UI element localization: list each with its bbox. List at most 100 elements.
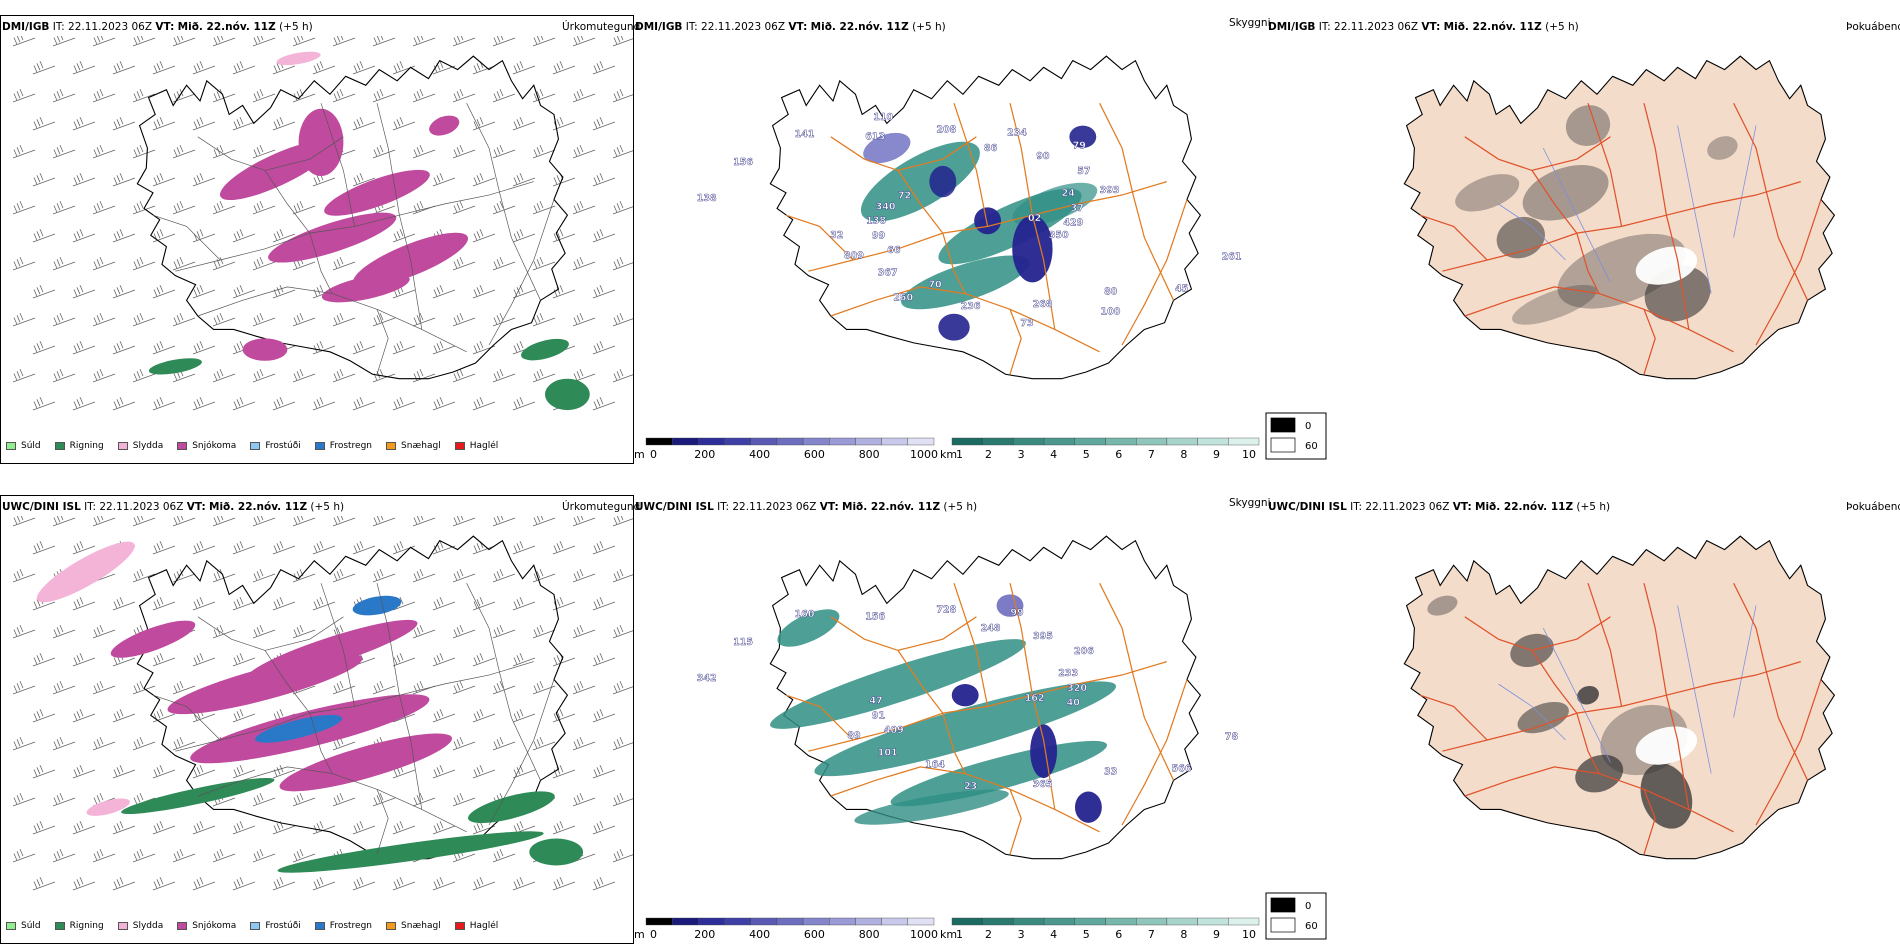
- colorbar-tick: 400: [749, 448, 770, 461]
- rain-area: [468, 791, 555, 824]
- legend-item: Slydda: [117, 921, 163, 931]
- wind-barb: [612, 88, 633, 103]
- legend-item: Snæhagl: [386, 441, 441, 451]
- wind-barb: [352, 540, 376, 555]
- precip-map: [12, 36, 633, 411]
- wind-barb: [532, 256, 556, 271]
- legend-label: Frostregn: [329, 441, 373, 451]
- wind-barb: [412, 516, 436, 527]
- legend-item: Snæhagl: [386, 921, 441, 931]
- precip-title: Úrkomutegund: [562, 501, 641, 513]
- wind-barb: [412, 144, 436, 159]
- colorbar-cell: [829, 437, 856, 446]
- model-name: DMI/IGB: [2, 21, 50, 33]
- wind-barb: [232, 540, 256, 555]
- wind-barb: [432, 708, 456, 723]
- vis-value-label: 138: [697, 193, 717, 204]
- fog-title: Þokuábendi: [1846, 21, 1900, 33]
- wind-barb: [492, 680, 516, 695]
- road: [376, 309, 389, 375]
- wind-barb: [32, 60, 56, 75]
- colorbar-cell: [698, 437, 725, 446]
- wind-barb: [12, 792, 36, 807]
- vis-value-label: 393: [1100, 185, 1120, 196]
- wind-barb: [252, 200, 276, 215]
- wind-barb: [552, 820, 576, 835]
- wind-barb: [212, 848, 236, 863]
- colorbar-cell: [855, 437, 882, 446]
- vis-value-label: 86: [984, 143, 998, 154]
- colorbar-cell: [1105, 917, 1137, 926]
- wind-barb: [192, 708, 216, 723]
- legend-swatch: [6, 922, 16, 930]
- wind-barb: [472, 540, 496, 555]
- wind-barb: [72, 820, 96, 835]
- wind-barb: [372, 516, 396, 527]
- wind-barb: [452, 368, 476, 383]
- wind-barb: [172, 368, 196, 383]
- wind-barb: [392, 228, 416, 243]
- it-label: IT:: [1318, 21, 1331, 33]
- wind-barb: [312, 172, 336, 187]
- colorbar-cell: [671, 917, 699, 926]
- wind-barb: [432, 764, 456, 779]
- vis-value-label: 115: [733, 637, 753, 648]
- colorbar-cell: [855, 917, 882, 926]
- it-value: 22.11.2023 06Z: [732, 501, 817, 513]
- road: [1419, 694, 1488, 741]
- wind-barb: [392, 60, 416, 75]
- wind-barb: [352, 396, 376, 411]
- wind-barb: [452, 624, 476, 639]
- wind-barb: [472, 396, 496, 411]
- road: [1009, 103, 1056, 330]
- it-value: 22.11.2023 06Z: [99, 501, 184, 513]
- wind-barb: [572, 368, 596, 383]
- road: [1733, 582, 1809, 781]
- wind-barb: [332, 256, 356, 271]
- road: [897, 650, 966, 774]
- road: [152, 694, 221, 741]
- vis-header-top: DMI/IGB IT: 22.11.2023 06Z VT: Mið. 22.n…: [635, 21, 946, 34]
- colorbar-tick: 200: [694, 928, 715, 941]
- fog-indicator-area: [1427, 595, 1458, 616]
- cloud-base-area: [1074, 791, 1102, 823]
- vt-label: VT:: [1421, 21, 1441, 33]
- height-colorbar: m 0 200 400 600 800 1000: [634, 437, 938, 461]
- glacier-area: [1635, 726, 1698, 765]
- wind-barb: [52, 848, 76, 863]
- road: [1442, 661, 1801, 752]
- vis-value-label: 99: [872, 230, 886, 241]
- wind-barb: [32, 876, 56, 891]
- river: [1542, 147, 1611, 283]
- wind-barb: [92, 848, 116, 863]
- colorbar-tick: 1: [956, 448, 963, 461]
- legend-label: Snjókoma: [192, 921, 237, 931]
- it-label: IT:: [52, 21, 65, 33]
- colorbar-cell: [907, 917, 935, 926]
- precip-legend: Súld Rigning Slydda Snjókoma Frostúði Frostre…: [6, 921, 512, 931]
- it-label: IT:: [717, 501, 730, 513]
- colorbar-cell: [1197, 917, 1229, 926]
- wind-barb: [512, 820, 536, 835]
- legend-label: Súld: [21, 921, 41, 931]
- river: [1498, 683, 1566, 741]
- colorbar-cell: [1043, 437, 1075, 446]
- wind-barb: [252, 568, 276, 583]
- colorbar-unit: m: [634, 928, 645, 941]
- river: [1733, 605, 1757, 718]
- wind-barb: [372, 312, 396, 327]
- wind-barb: [492, 144, 516, 159]
- vis-value-label: 340: [876, 202, 896, 213]
- legend-swatch: [250, 442, 261, 450]
- vis-value-label: 809: [844, 251, 864, 262]
- sleet-area: [86, 798, 130, 816]
- wind-barb: [532, 624, 556, 639]
- colorbar-cell: [1013, 437, 1045, 446]
- fog-legend-value: 60: [1305, 921, 1318, 932]
- wind-barb: [192, 340, 216, 355]
- legend-item: Súld: [6, 921, 41, 931]
- vis-value-label: 37: [1070, 203, 1083, 214]
- wind-barb: [52, 312, 76, 327]
- wind-barb: [152, 284, 176, 299]
- wind-barb: [132, 368, 156, 383]
